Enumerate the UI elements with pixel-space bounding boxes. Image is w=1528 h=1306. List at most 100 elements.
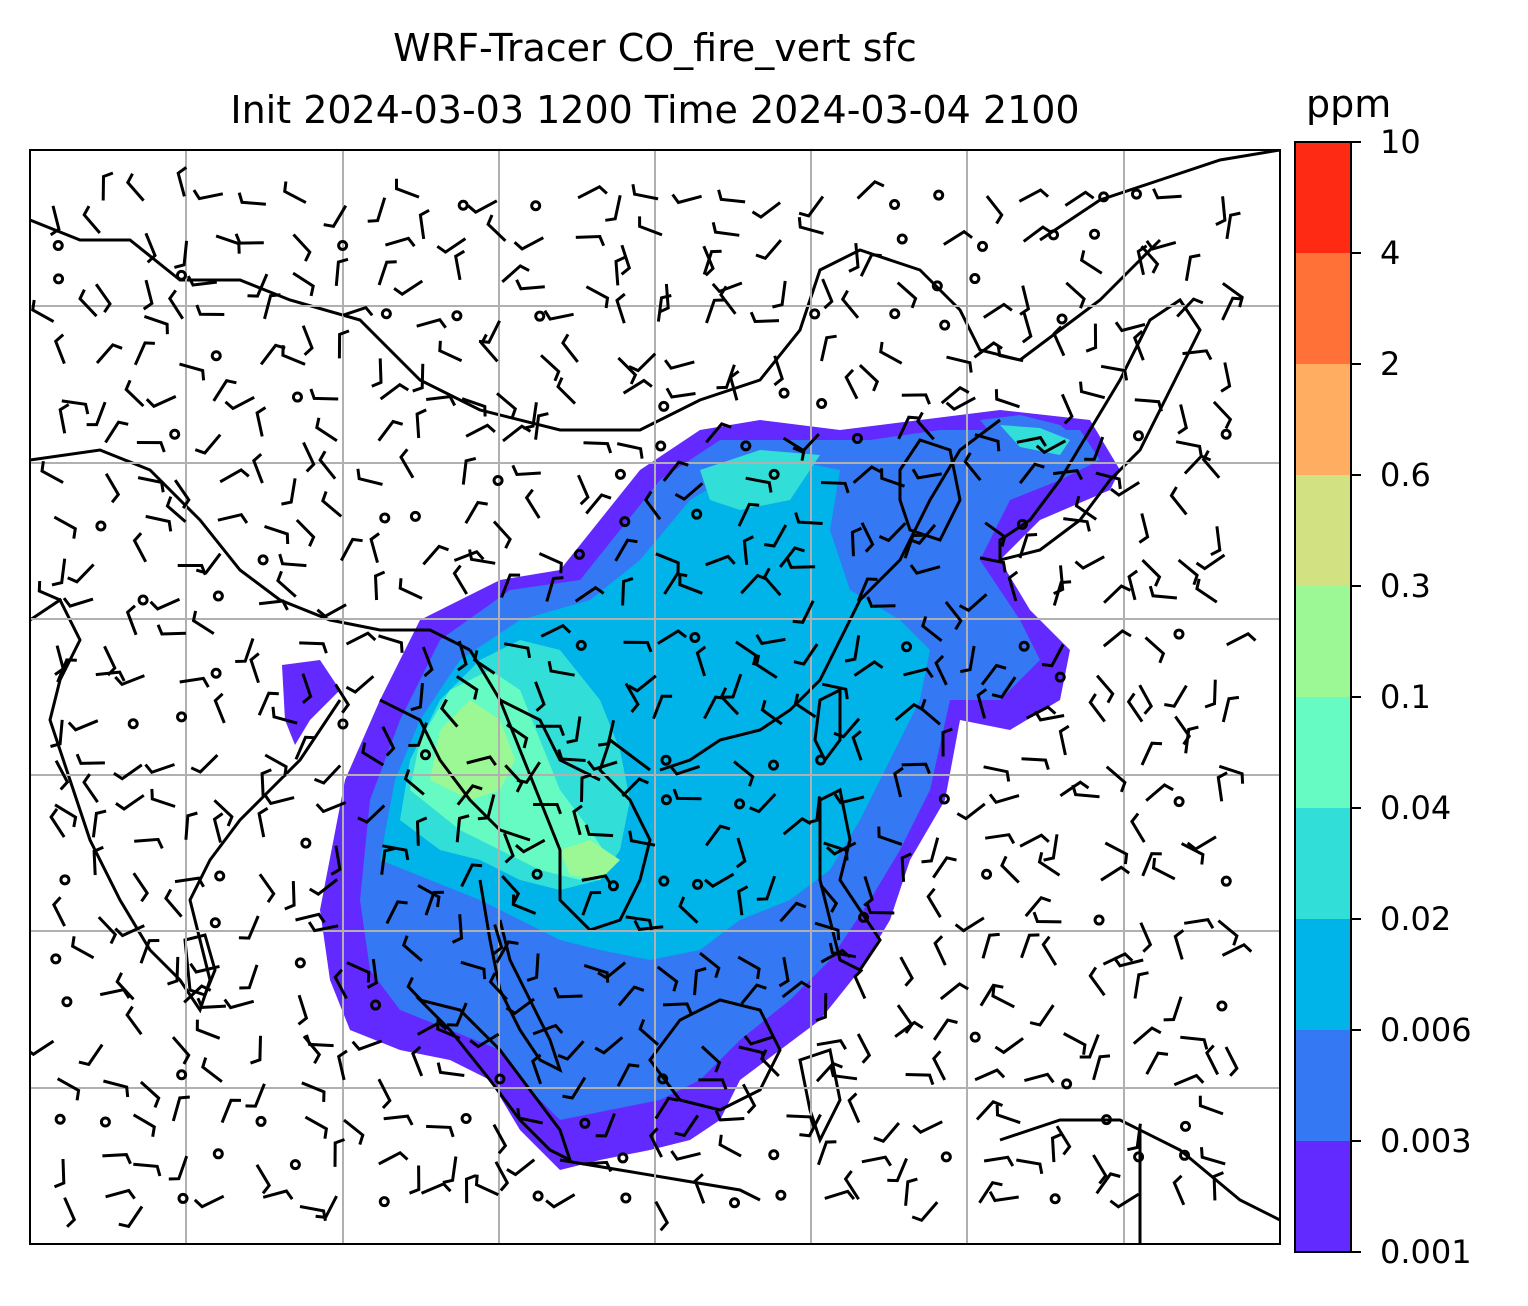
wind-barb <box>49 205 61 237</box>
wind-barb <box>994 1037 1024 1055</box>
wind-barb <box>1095 674 1115 704</box>
wind-barb <box>1025 705 1057 720</box>
wind-barb <box>978 1181 1003 1204</box>
wind-barb <box>658 283 670 314</box>
wind-barb <box>118 1205 144 1229</box>
colorbar-tick-label: 0.003 <box>1380 1122 1472 1160</box>
wind-barb <box>195 552 222 575</box>
wind-barb <box>426 1124 455 1138</box>
wind-barb <box>745 476 773 493</box>
wind-barb <box>456 784 483 806</box>
wind-barb <box>217 513 249 524</box>
wind-barb <box>1019 833 1050 848</box>
wind-barb <box>40 460 64 484</box>
wind-barb <box>115 972 135 1001</box>
wind-barb <box>979 983 1004 1007</box>
calm-wind-marker <box>657 1073 669 1085</box>
wind-barb <box>557 1040 585 1061</box>
wind-barb <box>622 378 653 395</box>
wind-barb <box>792 433 820 454</box>
wind-barb <box>583 963 610 983</box>
wind-barb <box>330 845 342 876</box>
wind-barb <box>877 826 903 846</box>
calm-wind-marker <box>176 711 188 723</box>
wind-barb <box>911 468 942 480</box>
wind-barb <box>566 716 582 744</box>
wind-barb <box>377 419 404 442</box>
wind-barb <box>919 698 941 726</box>
wind-barb <box>1152 188 1182 200</box>
wind-barb <box>912 1120 943 1135</box>
wind-barb <box>581 891 602 916</box>
calm-wind-marker <box>977 240 989 252</box>
wind-barb <box>422 544 450 566</box>
colorbar-segment <box>1295 142 1351 254</box>
wind-barb <box>361 742 385 767</box>
wind-barb <box>894 1020 924 1038</box>
sumatra <box>415 997 573 1163</box>
wind-barb <box>505 723 529 749</box>
wind-barb <box>315 417 338 442</box>
wind-barb <box>856 577 878 602</box>
wind-barb <box>469 1032 500 1049</box>
wind-barb <box>316 603 347 619</box>
wind-barb <box>583 441 613 454</box>
calm-wind-marker <box>210 667 222 679</box>
wind-barb <box>1136 244 1148 276</box>
calm-wind-marker <box>734 798 746 810</box>
wind-barbs-layer <box>30 166 1257 1232</box>
wind-barb <box>561 333 579 363</box>
wind-barb <box>421 646 434 678</box>
wind-barb <box>926 887 942 918</box>
wind-barb <box>399 448 415 479</box>
wind-barb <box>584 824 614 838</box>
wind-barb <box>581 874 613 886</box>
wind-barb <box>719 285 737 315</box>
wind-barb <box>150 788 176 808</box>
wind-barb <box>532 1023 564 1036</box>
wind-barb <box>638 216 663 237</box>
wind-barb <box>102 1153 132 1165</box>
wind-barb <box>201 1057 223 1083</box>
wind-barb <box>946 355 973 373</box>
wind-barb <box>631 184 659 201</box>
wind-barb <box>901 762 931 775</box>
wind-barb <box>1024 895 1052 918</box>
wind-barb <box>67 719 99 732</box>
wind-barb <box>737 955 761 980</box>
wind-barb <box>393 279 424 297</box>
wind-barb <box>281 478 297 506</box>
wind-barb <box>536 724 566 737</box>
wind-barb <box>173 479 191 509</box>
wind-barb <box>262 1189 294 1200</box>
wind-barb <box>171 1036 191 1065</box>
calm-wind-marker <box>255 1115 267 1127</box>
wind-barb <box>585 285 610 309</box>
wind-barb <box>755 239 783 261</box>
wind-barb <box>167 289 184 320</box>
wind-barb <box>1074 555 1105 570</box>
wind-barb <box>988 793 1020 805</box>
wind-barb <box>545 576 564 602</box>
calm-wind-marker <box>530 200 542 212</box>
wind-barb <box>380 847 395 875</box>
calm-wind-marker <box>494 1073 506 1085</box>
colorbar-segment <box>1295 586 1351 698</box>
wind-barb <box>466 755 497 766</box>
wind-barb <box>858 364 880 392</box>
wind-barb <box>252 452 264 484</box>
wind-barb <box>617 356 638 385</box>
wind-barb <box>526 953 540 982</box>
calm-wind-marker <box>212 590 224 602</box>
wind-barb <box>1059 780 1090 797</box>
wind-barb <box>749 792 777 814</box>
wind-barb <box>506 1158 536 1177</box>
wind-barb <box>144 232 157 264</box>
wind-barb <box>460 960 487 980</box>
wind-barb <box>1169 486 1188 516</box>
wind-barb <box>281 345 306 366</box>
wind-barb <box>1114 321 1146 333</box>
calm-wind-marker <box>257 554 269 566</box>
wind-barb <box>1184 253 1201 281</box>
wind-barb <box>663 572 688 595</box>
